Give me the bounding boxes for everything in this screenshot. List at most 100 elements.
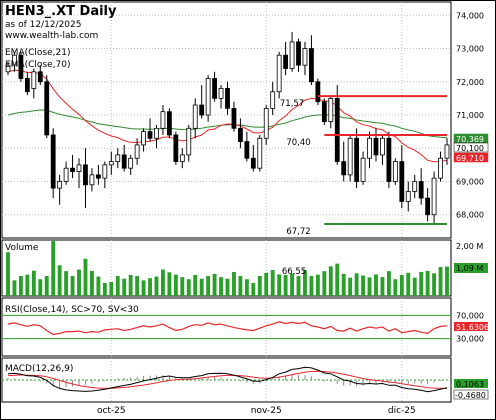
candle-body (276, 54, 282, 93)
candle-body (392, 161, 398, 182)
candle-body (380, 137, 385, 156)
pane-frame-rsi (1, 297, 452, 357)
candle-body (95, 174, 101, 179)
volume-bar (264, 272, 269, 296)
candle-body (218, 88, 224, 99)
candle-body (108, 161, 114, 166)
candle-body (347, 137, 353, 176)
volume-bar (38, 279, 43, 296)
candle-body (444, 144, 450, 159)
candle-body (115, 154, 121, 162)
price-badge-label: 70,100 (456, 144, 484, 153)
macd-signal-line (7, 370, 447, 389)
rsi-badge (454, 322, 488, 331)
candle-body (50, 134, 56, 189)
volume-bar (141, 280, 146, 296)
candle-body (89, 174, 95, 186)
volume-bar (244, 279, 249, 296)
volume-bar (70, 276, 75, 296)
volume-bar (122, 278, 127, 296)
candle-body (63, 167, 69, 182)
volume-bar (328, 266, 333, 296)
volume-bar (232, 271, 236, 296)
volume-bar (309, 276, 314, 296)
ema70-line (7, 109, 448, 139)
volume-bar (238, 276, 243, 296)
candle-body (186, 127, 192, 156)
volume-bar (393, 279, 398, 296)
rsi-badge-label: 51,6306 (456, 323, 489, 332)
volume-bar (12, 280, 17, 296)
volume-bar (173, 274, 178, 296)
x-tick-label: oct-25 (97, 406, 126, 416)
candle-body (76, 164, 82, 172)
candle-body (405, 191, 411, 202)
volume-bar (128, 274, 133, 296)
volume-bar (303, 270, 307, 296)
volume-bar (115, 276, 120, 296)
candle-body (399, 161, 405, 202)
price-y-tick-label: 73,000 (456, 45, 484, 54)
volume-bar (277, 274, 282, 296)
candle-body (70, 167, 75, 172)
date-line: as of 12/12/2025 (5, 20, 81, 30)
volume-bar (109, 281, 114, 296)
volume-bar (438, 267, 443, 296)
volume-bar (102, 283, 107, 296)
candle-body (44, 81, 50, 136)
candle-body (360, 157, 366, 182)
volume-bar (257, 276, 262, 296)
volume-bar (399, 274, 404, 296)
candle-body (296, 41, 301, 66)
volume-bar (148, 278, 152, 296)
candle-body (283, 54, 289, 69)
candle-body (166, 111, 172, 136)
volume-bar (348, 277, 353, 296)
rsi-pane (7, 321, 448, 336)
volume-bar (354, 273, 359, 296)
legend-ema70: EMA(Close,70) (5, 60, 70, 70)
volume-bar (341, 273, 346, 296)
candle-body (257, 137, 263, 169)
price-badge-price (453, 142, 489, 153)
volume-pane: 66,55 (6, 241, 449, 296)
candle-body (192, 104, 198, 129)
candle-body (328, 97, 334, 123)
candle-body (57, 181, 63, 189)
volume-bar (89, 270, 94, 296)
volume-bar (77, 269, 81, 296)
candle-body (250, 157, 256, 169)
volume-label: Volume (5, 243, 39, 253)
macd-badge-pos (454, 379, 488, 388)
candle-body (141, 131, 146, 146)
volume-y-tick-label: 2,00 M (456, 242, 483, 251)
level-label-resistance_high: 71,57 (280, 99, 304, 109)
macd-pane (7, 366, 448, 393)
price-y-tick-label: 71,000 (456, 111, 484, 120)
rsi-label: RSI(Close,14), SC>70, SV<30 (5, 305, 139, 315)
volume-badge (454, 263, 488, 273)
candle-body (238, 127, 243, 143)
candle-body (289, 41, 295, 69)
candle-body (244, 141, 250, 159)
price-y-tick-label: 68,000 (456, 211, 484, 220)
candle-body (341, 161, 347, 176)
volume-bar (225, 278, 230, 296)
candle-body (438, 157, 443, 179)
candle-body (83, 164, 88, 186)
volume-bar (18, 276, 23, 296)
volume-bar (161, 269, 165, 296)
volume-bar (193, 274, 198, 296)
candle-body (18, 54, 24, 79)
candle-body (24, 78, 30, 93)
price-badge-label: 70,369 (456, 135, 484, 144)
candle-body (160, 111, 166, 129)
volume-bar (219, 277, 223, 296)
candle-body (121, 154, 127, 169)
price-y-tick-label: 72,000 (456, 78, 484, 87)
x-tick-label: dic-25 (388, 406, 416, 416)
volume-bar (186, 279, 191, 296)
rsi-y-tick-label: 30,000 (456, 335, 484, 344)
